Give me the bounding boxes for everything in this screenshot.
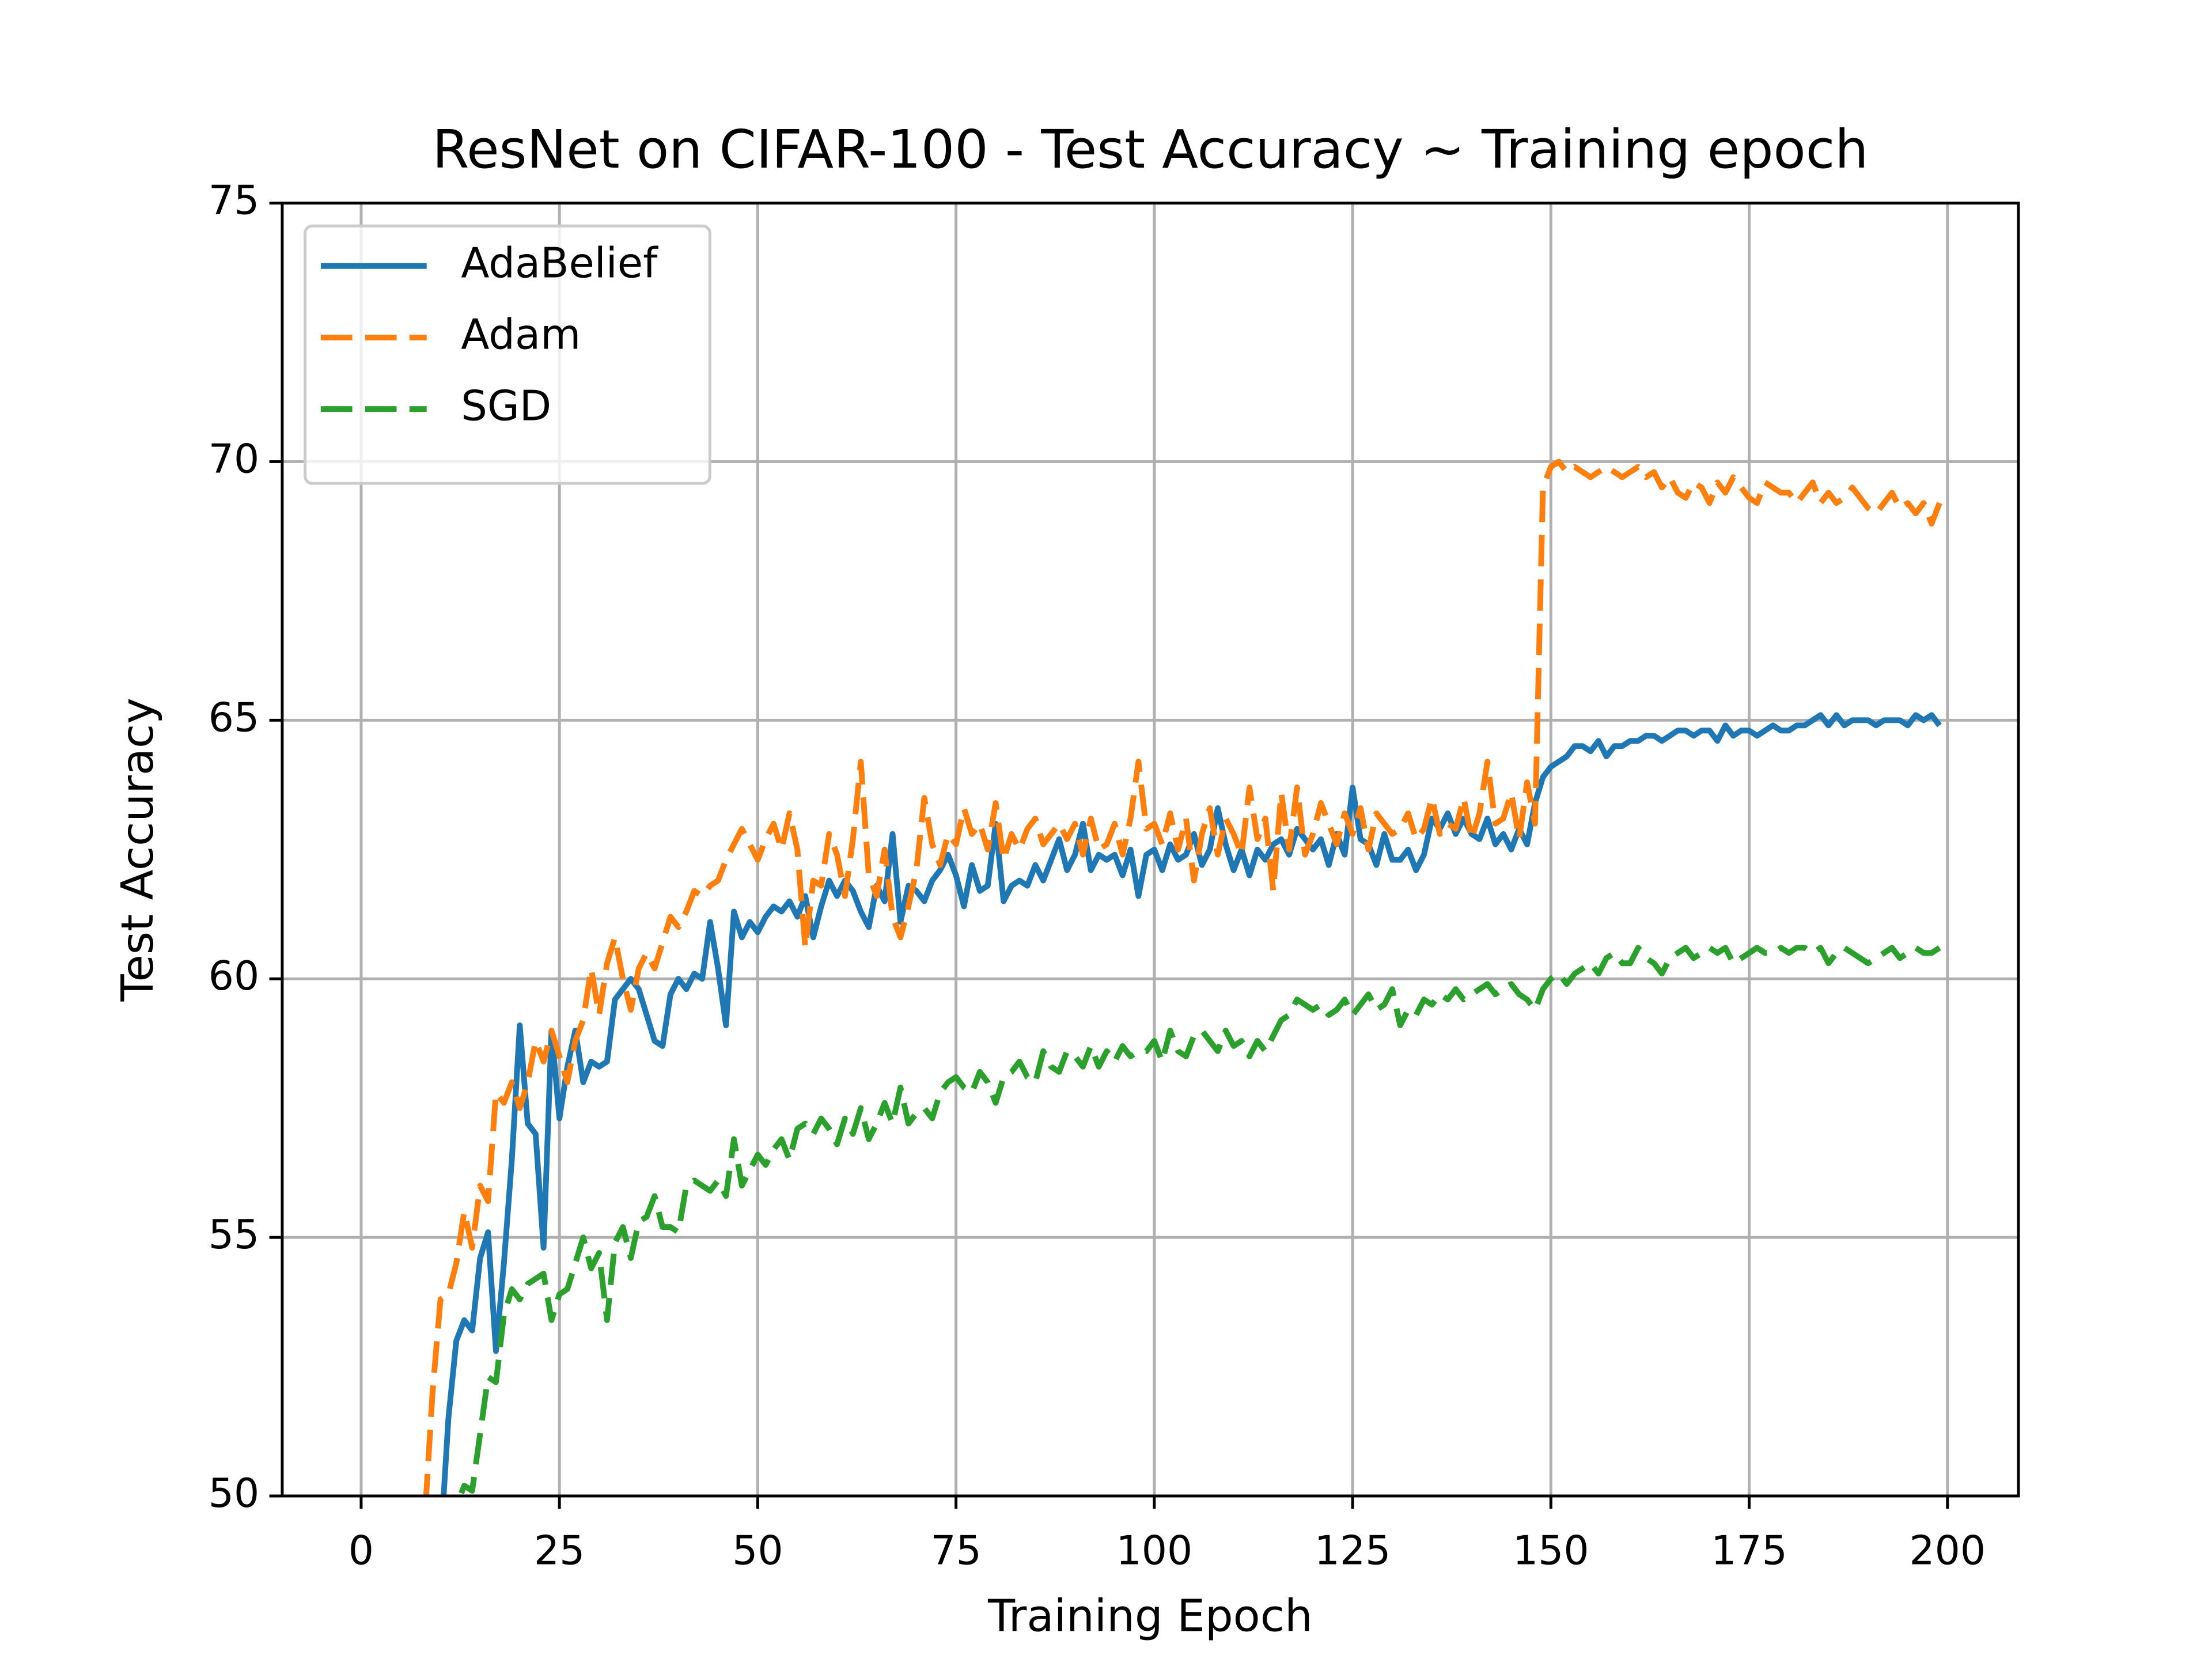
x-tick-label: 25	[534, 1527, 585, 1574]
legend-label: AdaBelief	[461, 238, 658, 287]
y-tick-label: 60	[209, 953, 259, 999]
y-tick-label: 65	[209, 694, 259, 741]
legend-label: SGD	[461, 382, 551, 430]
series-line	[441, 712, 1942, 1496]
axes: 0 25 50 75 100 125 150 175 200 50 55 60 65 70 75	[209, 177, 1986, 1574]
legend-box	[304, 224, 711, 485]
series-line	[423, 459, 1942, 1496]
y-tick-label: 75	[209, 177, 259, 224]
x-axis-label: Training Epoch	[987, 1590, 1313, 1642]
x-tick-label: 100	[1116, 1527, 1193, 1574]
x-tick-label: 0	[349, 1527, 374, 1574]
x-tick-label: 200	[1909, 1527, 1986, 1574]
series-line	[457, 945, 1941, 1496]
legend: AdaBelief Adam SGD	[304, 224, 711, 485]
x-tick-label: 50	[732, 1527, 783, 1574]
x-tick-label: 150	[1513, 1527, 1589, 1574]
plot-frame	[281, 202, 2020, 1498]
y-axis-label: Test Accuracy	[112, 698, 164, 1002]
x-tick-label: 75	[930, 1527, 981, 1574]
y-tick-label: 70	[209, 435, 259, 482]
y-tick-label: 55	[209, 1211, 259, 1258]
x-tick-label: 125	[1315, 1527, 1391, 1574]
x-tick-label: 175	[1711, 1527, 1787, 1574]
legend-label: Adam	[461, 310, 581, 358]
y-tick-label: 50	[209, 1470, 259, 1517]
chart-title: ResNet on CIFAR-100 - Test Accuracy ~ Tr…	[432, 119, 1868, 180]
plot-lines	[423, 459, 1942, 1496]
